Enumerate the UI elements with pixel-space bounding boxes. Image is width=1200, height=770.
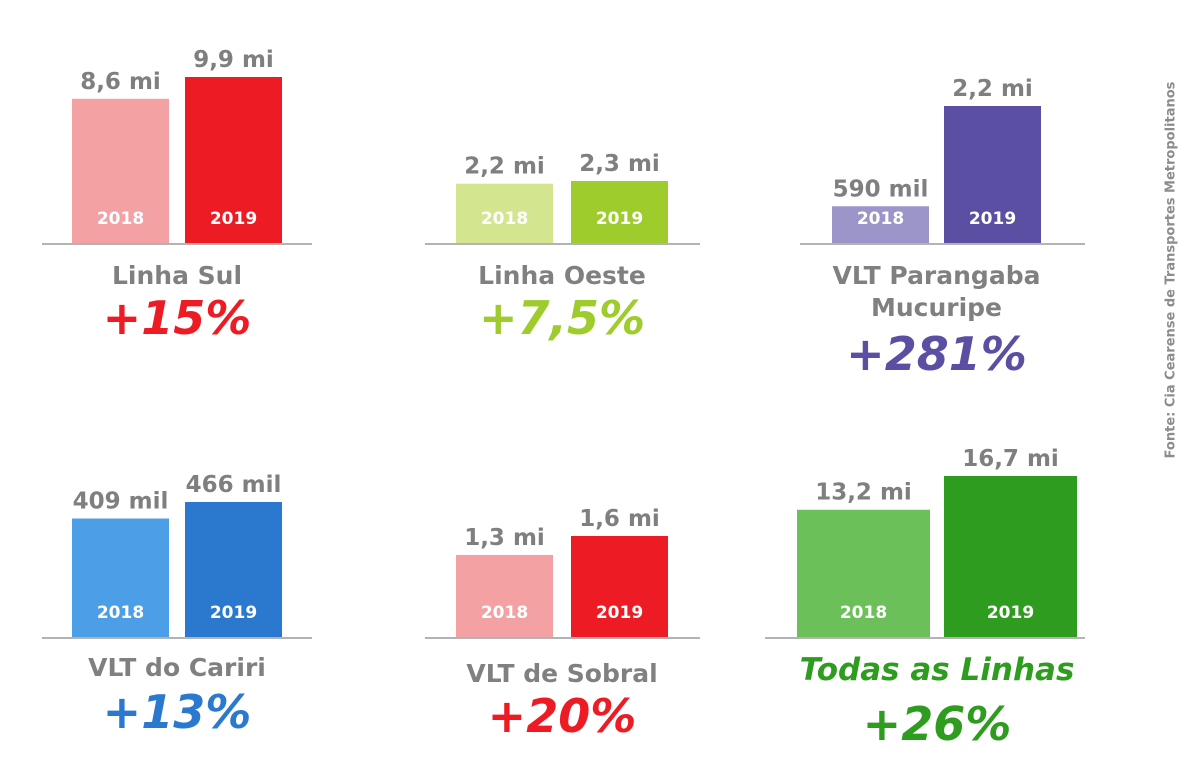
bar-2018 <box>832 206 929 243</box>
chart-title: Linha Oeste <box>478 261 646 290</box>
tick-label: 2019 <box>969 209 1016 229</box>
change-percent: +13% <box>103 685 252 739</box>
bar-2019 <box>185 502 282 637</box>
panel-3: 2018 590 mil 2019 2,2 mi VLT Parangaba Mucuri… <box>800 76 1085 381</box>
tick-label: 2019 <box>987 603 1034 623</box>
panel-4: 2018 409 mil 2019 466 mil VLT do Cariri +13% <box>42 472 312 739</box>
bar-2019 <box>571 536 668 637</box>
data-label: 2,2 mi <box>464 154 545 180</box>
data-label: 8,6 mi <box>80 69 161 95</box>
chart-title: VLT Parangaba <box>833 261 1041 290</box>
change-percent: +15% <box>103 291 252 345</box>
data-label: 2,2 mi <box>952 76 1033 102</box>
bar-2018 <box>797 509 930 637</box>
source-note: Fonte: Cia Cearense de Transportes Metro… <box>1163 81 1179 459</box>
bar-2018 <box>72 98 169 244</box>
bar-2019 <box>944 106 1041 243</box>
tick-label: 2018 <box>840 603 887 623</box>
chart-title: Todas as Linhas <box>800 652 1075 688</box>
chart-title: Mucuripe <box>871 293 1002 322</box>
tick-label: 2019 <box>210 603 257 623</box>
change-percent: +7,5% <box>479 291 645 345</box>
bar-2018 <box>72 518 169 637</box>
change-percent: +26% <box>863 697 1012 751</box>
data-label: 1,6 mi <box>579 506 660 532</box>
panel-6: 2018 13,2 mi 2019 16,7 mi Todas as Linhas +26… <box>765 446 1085 751</box>
tick-label: 2018 <box>97 603 144 623</box>
bar-2019 <box>571 181 668 243</box>
chart-title: VLT de Sobral <box>466 659 657 688</box>
chart-title: VLT do Cariri <box>88 653 266 682</box>
data-label: 409 mil <box>73 489 169 515</box>
chart-title: Linha Sul <box>112 261 242 290</box>
data-label: 590 mil <box>833 176 929 202</box>
panel-1: 2018 8,6 mi 2019 9,9 mi Linha Sul+15% <box>42 47 312 345</box>
data-label: 9,9 mi <box>193 47 274 73</box>
change-percent: +20% <box>488 689 637 743</box>
panel-2: 2018 2,2 mi 2019 2,3 mi Linha Oeste+7,5% <box>425 151 700 345</box>
tick-label: 2018 <box>481 209 528 229</box>
data-label: 466 mil <box>186 472 282 498</box>
change-percent: +281% <box>846 327 1027 381</box>
tick-label: 2018 <box>97 209 144 229</box>
tick-label: 2019 <box>596 209 643 229</box>
tick-label: 2018 <box>481 603 528 623</box>
tick-label: 2019 <box>210 209 257 229</box>
data-label: 1,3 mi <box>464 525 545 551</box>
panel-5: 2018 1,3 mi 2019 1,6 mi VLT de Sobral+20% <box>425 506 700 743</box>
bar-2019 <box>944 476 1077 637</box>
data-label: 13,2 mi <box>815 480 912 506</box>
tick-label: 2018 <box>857 209 904 229</box>
bar-2018 <box>456 183 553 243</box>
tick-label: 2019 <box>596 603 643 623</box>
bar-2019 <box>185 77 282 243</box>
bar-2018 <box>456 554 553 637</box>
data-label: 16,7 mi <box>962 446 1059 472</box>
data-label: 2,3 mi <box>579 151 660 177</box>
